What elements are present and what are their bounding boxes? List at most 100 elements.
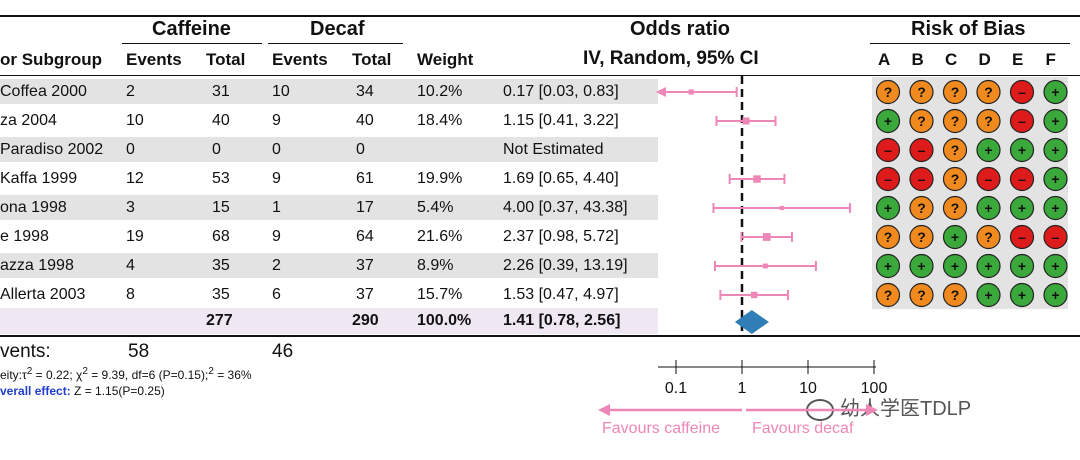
overall-effect-value: Z = 1.15(P=0.25) — [70, 384, 165, 398]
total-events-decaf: 46 — [272, 341, 294, 362]
bias-circle — [1043, 195, 1068, 221]
cell-ci: 0.17 [0.03, 0.83] — [503, 83, 619, 100]
cell-t1: 31 — [212, 83, 230, 100]
bias-circle — [909, 108, 934, 134]
cell-e1: 19 — [126, 228, 144, 245]
bias-symbol: ? — [884, 229, 893, 245]
cell-e1: 12 — [126, 170, 144, 187]
decaf-underline — [268, 43, 403, 44]
caffeine-header: Caffeine — [152, 18, 231, 40]
bias-circle — [875, 137, 901, 163]
bias-circle — [976, 224, 1001, 250]
bias-circle — [909, 166, 934, 192]
bias-symbol: + — [984, 200, 992, 216]
bias-symbol: – — [918, 142, 926, 158]
heterogeneity-line: eity:τ2 = 0.22; χ2 = 9.39, df=6 (P=0.15)… — [0, 366, 252, 382]
cell-ci: 2.26 [0.39, 13.19] — [503, 257, 628, 274]
bias-circle — [942, 195, 968, 221]
bias-circle — [1009, 137, 1035, 163]
cell-t2: 17 — [356, 199, 374, 216]
bias-circle — [909, 282, 934, 308]
table-row-bg — [0, 253, 658, 278]
total-decaf: 290 — [352, 312, 379, 329]
bias-symbol: ? — [984, 113, 993, 129]
bias-symbol: ? — [884, 84, 893, 100]
cell-study: za 2004 — [0, 112, 57, 129]
cell-e1: 0 — [126, 141, 135, 158]
risk-of-bias-header: Risk of Bias — [911, 18, 1026, 40]
cell-e2: 10 — [272, 83, 290, 100]
bias-symbol: + — [951, 258, 959, 274]
bias-symbol: ? — [917, 84, 926, 100]
table-row-bg — [0, 79, 658, 104]
cell-study: ona 1998 — [0, 199, 67, 216]
bias-symbol: + — [884, 200, 892, 216]
bias-col-C: C — [945, 50, 958, 69]
cell-study: e 1998 — [0, 228, 49, 245]
bias-symbol: + — [1051, 287, 1059, 303]
cell-weight: 18.4% — [417, 112, 463, 129]
bias-circle — [1043, 79, 1068, 105]
header-bottom-border — [0, 75, 1080, 76]
bias-circle — [1009, 166, 1035, 192]
col-weight: Weight — [417, 50, 474, 69]
bias-circle — [942, 253, 968, 279]
bias-symbol: ? — [951, 171, 960, 187]
cell-e1: 4 — [126, 257, 135, 274]
bias-symbol: + — [884, 113, 892, 129]
bias-circle — [1043, 166, 1068, 192]
table-bottom-border — [0, 335, 1080, 337]
bias-symbol: ? — [984, 84, 993, 100]
cell-e2: 6 — [272, 286, 281, 303]
bias-circle — [909, 195, 934, 221]
bias-circle — [976, 79, 1001, 105]
bias-col-D: D — [978, 50, 991, 69]
bias-circle — [942, 166, 968, 192]
bias-symbol: + — [1051, 142, 1059, 158]
cell-study: Coffea 2000 — [0, 83, 87, 100]
cell-e1: 10 — [126, 112, 144, 129]
cell-t1: 40 — [212, 112, 230, 129]
bias-symbol: + — [884, 258, 892, 274]
cell-study: Kaffa 1999 — [0, 170, 78, 187]
bias-circle — [976, 137, 1001, 163]
col-events-decaf: Events — [272, 50, 328, 69]
point-estimate — [750, 291, 758, 299]
total-caffeine: 277 — [206, 312, 233, 329]
col-ci: IV, Random, 95% CI — [583, 48, 759, 69]
cell-t2: 0 — [356, 141, 365, 158]
bias-circle — [875, 166, 901, 192]
bias-circle — [942, 137, 968, 163]
cell-ci: 1.53 [0.47, 4.97] — [503, 286, 619, 303]
point-estimate — [779, 205, 784, 211]
cell-ci: 4.00 [0.37, 43.38] — [503, 199, 628, 216]
bias-circle — [1043, 108, 1068, 134]
col-events-caffeine: Events — [126, 50, 182, 69]
total-events-label: vents: — [0, 341, 51, 362]
bias-symbol: ? — [884, 287, 893, 303]
bias-symbol: + — [1018, 258, 1026, 274]
bias-symbol: – — [918, 171, 926, 187]
bias-circle — [976, 253, 1001, 279]
cell-weight: 10.2% — [417, 83, 463, 100]
cell-e2: 9 — [272, 112, 281, 129]
bias-symbol: ? — [917, 200, 926, 216]
bias-circle — [909, 224, 934, 250]
cell-t1: 35 — [212, 286, 230, 303]
watermark: 幼人学医TDLP — [806, 392, 971, 421]
bias-symbol: + — [984, 142, 992, 158]
cell-e2: 9 — [272, 228, 281, 245]
wechat-icon — [806, 398, 834, 421]
bias-circle — [875, 282, 901, 308]
bias-circle — [976, 108, 1001, 134]
cell-t1: 53 — [212, 170, 230, 187]
cell-e2: 0 — [272, 141, 281, 158]
table-row-bg — [0, 195, 658, 220]
cell-ci: 1.69 [0.65, 4.40] — [503, 170, 619, 187]
cell-study: Allerta 2003 — [0, 286, 86, 303]
bias-symbol: – — [884, 171, 892, 187]
bias-symbol: – — [1052, 229, 1060, 245]
bias-symbol: – — [1018, 113, 1026, 129]
table-row-bg — [0, 137, 658, 162]
bias-symbol: + — [1051, 84, 1059, 100]
